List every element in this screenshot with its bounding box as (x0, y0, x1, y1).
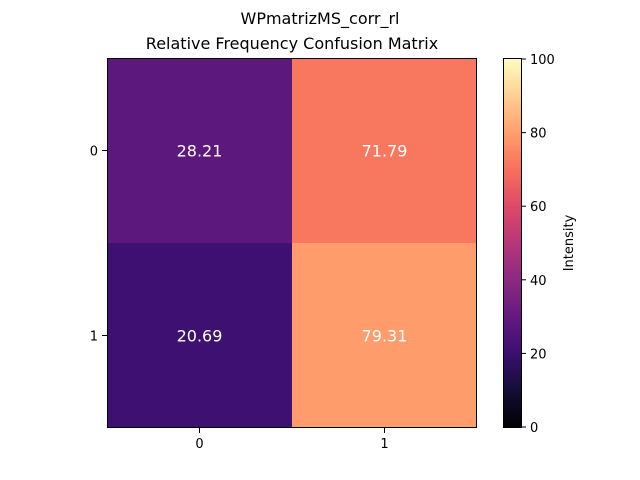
y-axis-ticks: 01 (90, 145, 107, 345)
colorbar-tick-label: 60 (530, 200, 547, 215)
colorbar-tick-label: 40 (530, 274, 547, 289)
heatmap-cell (107, 58, 292, 243)
y-tick-label: 1 (90, 330, 98, 345)
colorbar-tick-label: 100 (530, 53, 555, 68)
y-tick-label: 0 (90, 145, 98, 160)
heatmap-cell-labels: 28.21 71.79 20.69 79.31 (177, 142, 408, 346)
x-tick-label: 0 (195, 437, 203, 452)
cell-value-label: 71.79 (362, 142, 408, 161)
colorbar-frame (503, 58, 522, 428)
heatmap-cell (292, 243, 477, 428)
chart-subtitle: Relative Frequency Confusion Matrix (146, 34, 438, 53)
colorbar-tick-label: 80 (530, 127, 547, 142)
heatmap-cell (292, 58, 477, 243)
cell-value-label: 28.21 (177, 142, 223, 161)
heatmap-cell (107, 243, 292, 428)
heatmap-cells (107, 58, 477, 428)
colorbar-gradient (503, 59, 521, 427)
colorbar-tick-label: 0 (530, 421, 538, 436)
colorbar-tick-label: 20 (530, 347, 547, 362)
chart-title: WPmatrizMS_corr_rl (241, 9, 400, 29)
colorbar-label: Intensity (562, 214, 577, 271)
x-tick-label: 1 (380, 437, 388, 452)
cell-value-label: 20.69 (177, 327, 223, 346)
cell-value-label: 79.31 (362, 327, 408, 346)
plot-frame (107, 58, 477, 428)
colorbar-ticks: 0 20 40 60 80 100 (521, 53, 555, 436)
